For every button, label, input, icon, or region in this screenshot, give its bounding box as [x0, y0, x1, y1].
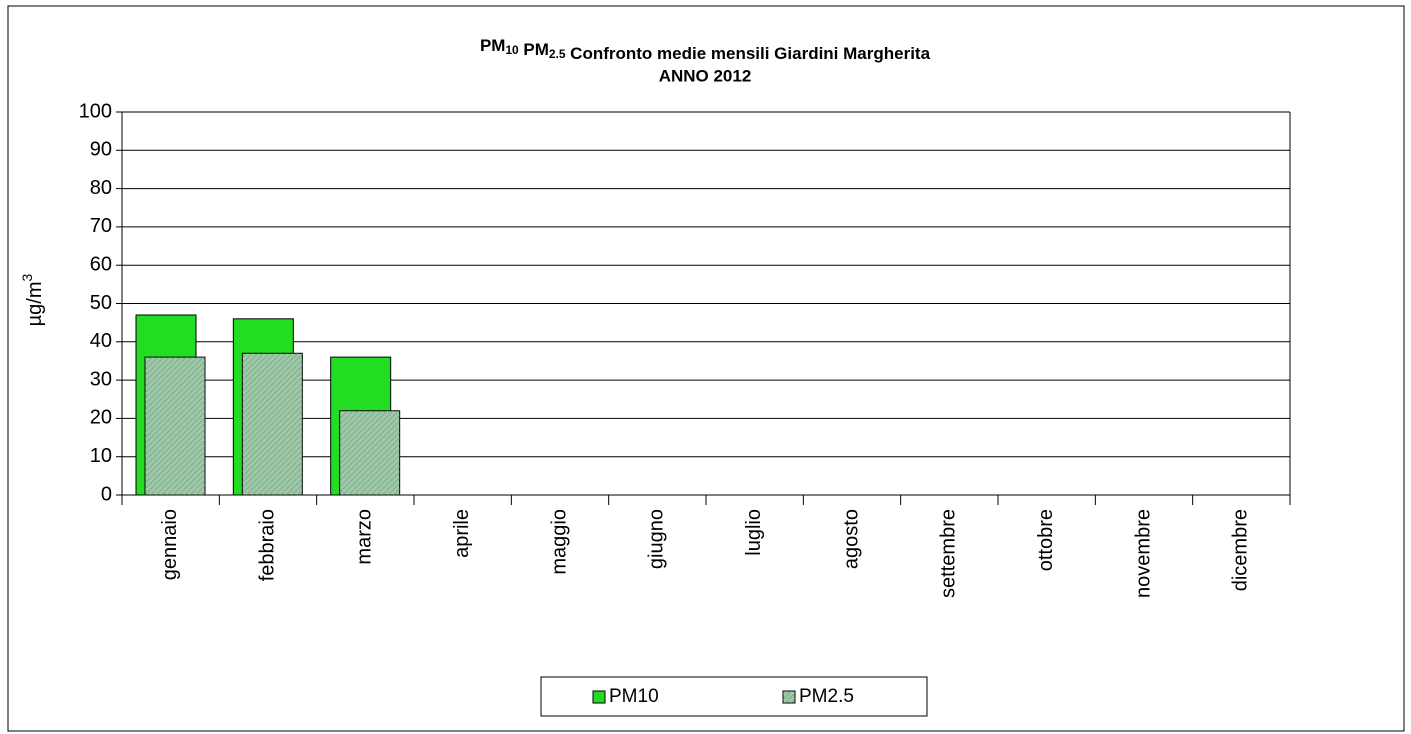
y-tick-label: 70 — [90, 215, 112, 237]
bar — [144, 356, 206, 496]
bar — [241, 352, 303, 496]
y-tick-label: 20 — [90, 407, 112, 429]
bar — [339, 410, 401, 496]
x-tick-label: luglio — [743, 509, 765, 556]
y-axis-label: µg/m3 — [19, 273, 47, 326]
x-tick-label: ottobre — [1035, 509, 1057, 571]
legend-label: PM2.5 — [799, 686, 854, 707]
y-tick-label: 30 — [90, 368, 112, 390]
y-tick-label: 100 — [79, 100, 112, 122]
x-tick-label: maggio — [548, 509, 570, 575]
y-tick-label: 90 — [90, 139, 112, 161]
legend-hatch — [783, 691, 795, 703]
x-tick-label: agosto — [840, 509, 862, 569]
chart-title: PM10 PM2.5 Confronto medie mensili Giard… — [480, 36, 931, 63]
legend-swatch — [592, 690, 606, 704]
chart-subtitle: ANNO 2012 — [659, 66, 752, 85]
chart-border — [7, 5, 1405, 732]
y-tick-label: 40 — [90, 330, 112, 352]
x-tick-label: giugno — [646, 509, 668, 569]
legend-label: PM10 — [609, 686, 659, 707]
x-tick-label: gennaio — [159, 509, 181, 580]
y-tick-label: 0 — [101, 483, 112, 505]
x-tick-label: settembre — [938, 509, 960, 598]
x-tick-label: dicembre — [1230, 509, 1252, 591]
x-tick-label: marzo — [354, 509, 376, 565]
x-tick-label: aprile — [451, 509, 473, 558]
x-tick-label: febbraio — [256, 509, 278, 581]
y-tick-label: 10 — [90, 445, 112, 467]
y-tick-label: 80 — [90, 177, 112, 199]
x-tick-label: novembre — [1132, 509, 1154, 598]
y-tick-label: 50 — [90, 292, 112, 314]
y-tick-label: 60 — [90, 253, 112, 275]
